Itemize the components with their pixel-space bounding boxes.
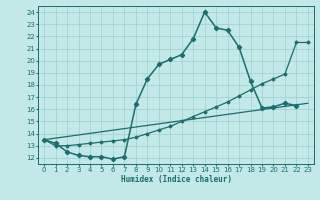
X-axis label: Humidex (Indice chaleur): Humidex (Indice chaleur): [121, 175, 231, 184]
